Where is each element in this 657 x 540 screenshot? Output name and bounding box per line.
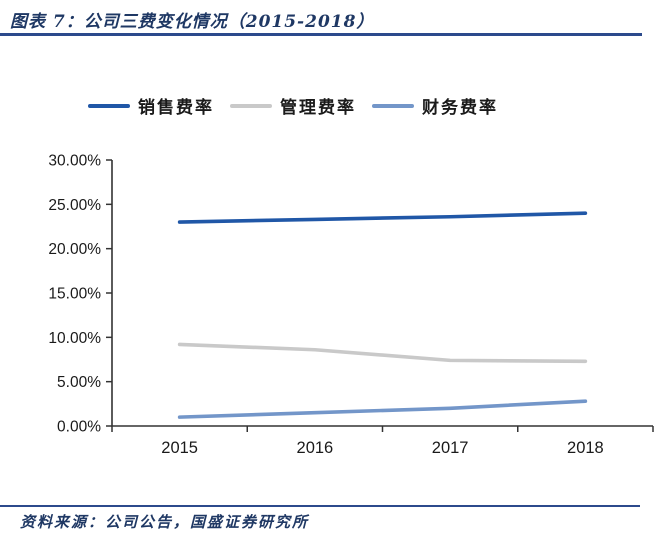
y-axis-label: 20.00% xyxy=(48,241,101,258)
chart-legend: 销售费率 管理费率 财务费率 xyxy=(88,93,498,118)
page-title: 图表 7：公司三费变化情况（2015-2018） xyxy=(10,12,375,32)
x-axis-label: 2018 xyxy=(567,439,604,457)
y-axis-label: 10.00% xyxy=(48,330,101,347)
legend-item-admin-expense-ratio: 管理费率 xyxy=(230,93,356,118)
x-axis-label: 2017 xyxy=(432,439,469,457)
legend-item-sales-expense-ratio: 销售费率 xyxy=(88,93,214,118)
series-line-1 xyxy=(177,342,588,364)
legend-label-sales: 销售费率 xyxy=(138,98,214,118)
legend-label-finance: 财务费率 xyxy=(422,98,498,118)
x-axis-label: 2016 xyxy=(297,439,334,457)
legend-swatch-sales xyxy=(88,103,130,108)
series-line-0 xyxy=(177,211,588,224)
footer-rule xyxy=(0,505,640,507)
y-axis-label: 0.00% xyxy=(57,418,101,435)
legend-swatch-finance xyxy=(372,103,414,108)
line-chart: 0.00% 5.00% 10.00% 15.00% 20.00% 25.00% 30.00%… xyxy=(0,140,657,470)
series-line-2 xyxy=(177,399,588,419)
y-axis-label: 5.00% xyxy=(57,374,101,391)
y-axis-label: 30.00% xyxy=(48,152,101,169)
axis-line xyxy=(111,160,653,427)
legend-swatch-admin xyxy=(230,103,272,108)
chart-canvas: 0.00% 5.00% 10.00% 15.00% 20.00% 25.00% 30.00%… xyxy=(48,152,654,457)
legend-item-finance-expense-ratio: 财务费率 xyxy=(372,93,498,118)
legend-label-admin: 管理费率 xyxy=(280,98,356,118)
source-note: 资料来源：公司公告，国盛证券研究所 xyxy=(20,513,310,531)
title-rule xyxy=(0,33,642,36)
y-axis-label: 15.00% xyxy=(48,285,101,302)
y-axis-label: 25.00% xyxy=(48,197,101,214)
x-axis-label: 2015 xyxy=(161,439,198,457)
